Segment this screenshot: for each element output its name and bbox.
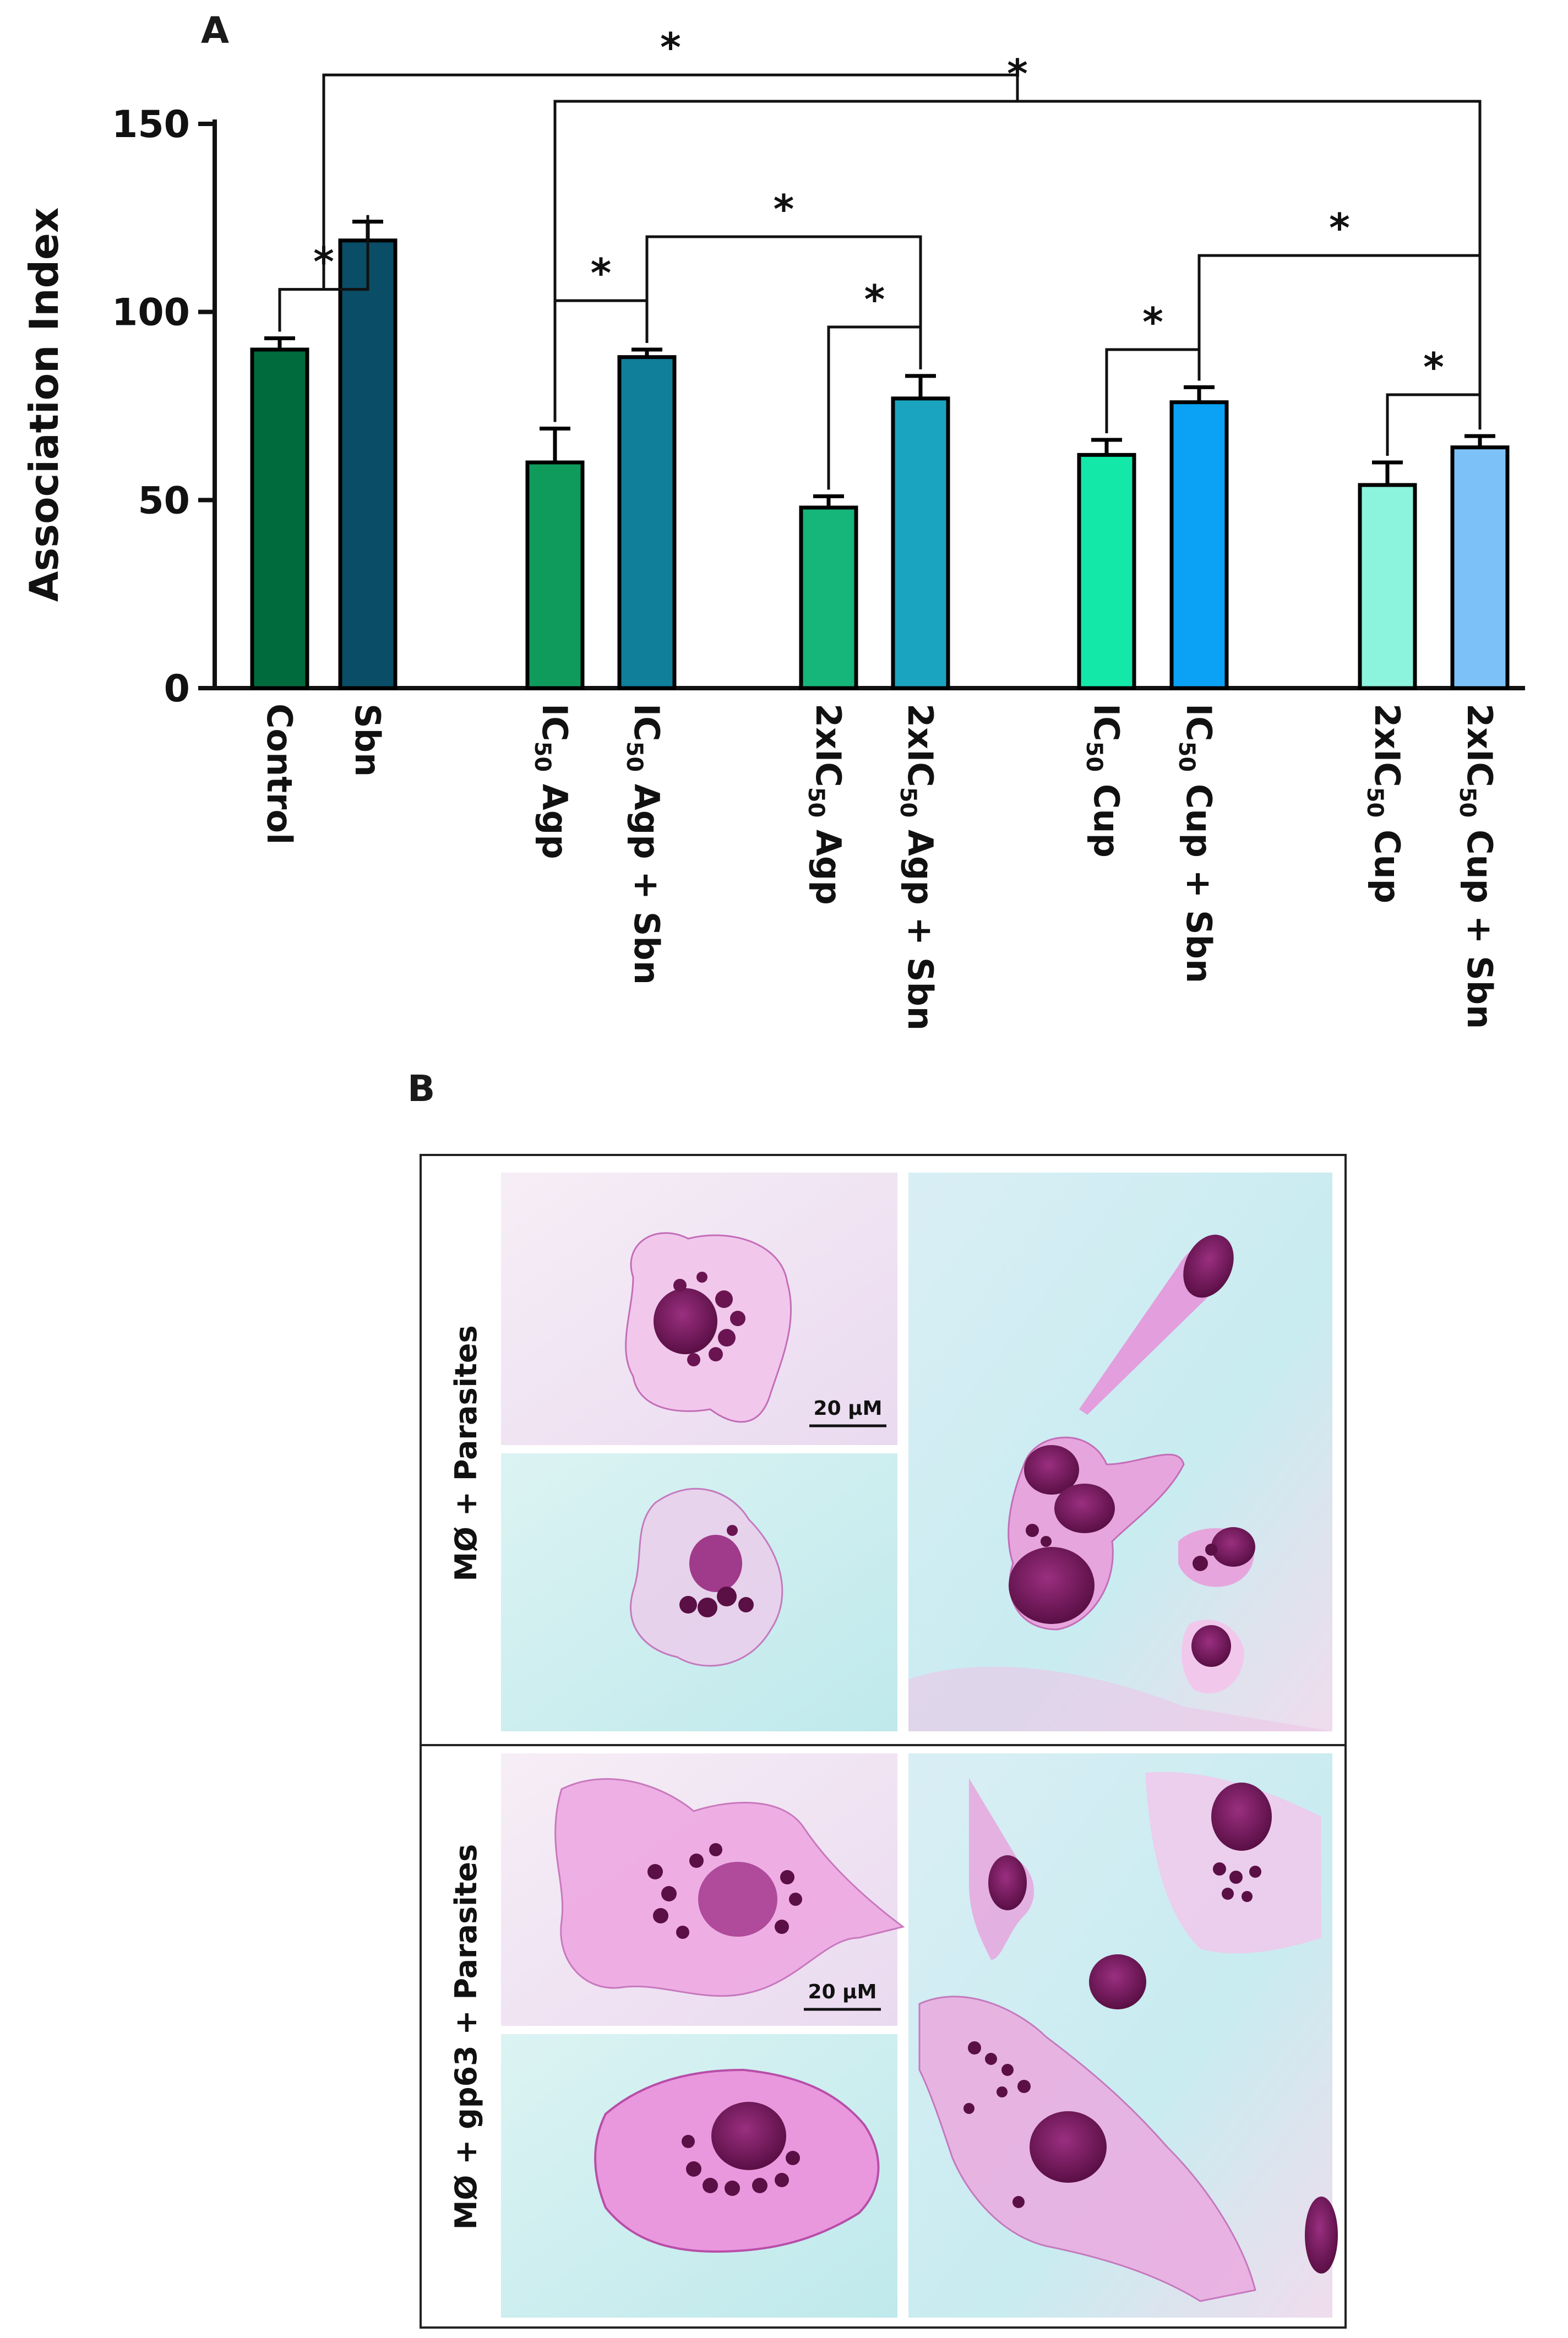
bar-2 [525,460,585,690]
micrograph-row2-right [908,1753,1338,2318]
x-category-label-9: 2xIC50 Cup + Sbn [1455,704,1500,1029]
x-category-label-6: IC50 Cup [1081,704,1126,858]
sig-bracket-5-star: * [1329,205,1350,251]
scale-bar-label-row1: 20 μM [814,1397,883,1420]
row-label-macrophage-gp63-parasites: MØ + gp63 + Parasites [449,1844,483,2230]
sig-bracket-1-star: * [591,250,612,296]
sig-bracket-top-star: * [660,24,681,70]
sig-bracket-3 [827,325,922,490]
bar-5 [891,396,950,690]
micrograph-row2-bottom-left [501,2034,897,2318]
sig-bracket-2 [645,235,922,369]
sig-bracket-0 [278,215,369,332]
micrograph-row1-right [908,1173,1332,1731]
x-category-label-4: 2xIC50 Agp [803,704,848,905]
y-tick-label: 50 [138,479,190,522]
association-index-chart: A 0 50 100 150 Association Index Control Sbn… [21,9,1525,1031]
row-label-macrophage-parasites: MØ + Parasites [449,1325,483,1581]
micrograph-row2-top-left: 20 μM [501,1753,905,2026]
bar-9 [1450,445,1510,690]
sig-bracket-6-star: * [1423,344,1444,390]
scale-bar-label-row2: 20 μM [808,1981,877,2003]
x-category-label-7: IC50 Cup + Sbn [1174,704,1219,983]
sig-bracket-2-star: * [774,186,794,232]
x-category-label-5: 2xIC50 Agp + Sbn [895,704,940,1031]
bar-1 [338,238,398,690]
bar-0 [250,347,309,690]
x-category-label-1: Sbn [347,704,388,777]
x-category-label-0: Control [259,704,300,844]
panel-label-b: B [407,1067,435,1110]
panel-label-a: A [201,9,229,52]
x-category-label-3: IC50 Agp + Sbn [622,704,667,985]
micrograph-row1-bottom-left [501,1453,897,1731]
micrograph-row1-top-left: 20 μM [501,1173,897,1445]
y-tick-label: 150 [112,103,190,146]
y-tick-label: 100 [112,291,190,335]
bar-6 [1077,453,1136,690]
x-category-label-2: IC50 Agp [530,704,575,859]
x-category-label-8: 2xIC50 Cup [1362,704,1407,903]
bar-3 [617,355,677,690]
sig-bracket-3-star: * [864,276,885,323]
y-axis-label: Association Index [21,208,67,602]
sig-bracket-4-star: * [1142,299,1163,345]
y-tick-label: 0 [164,667,190,711]
sig-bracket-top [322,73,1019,290]
